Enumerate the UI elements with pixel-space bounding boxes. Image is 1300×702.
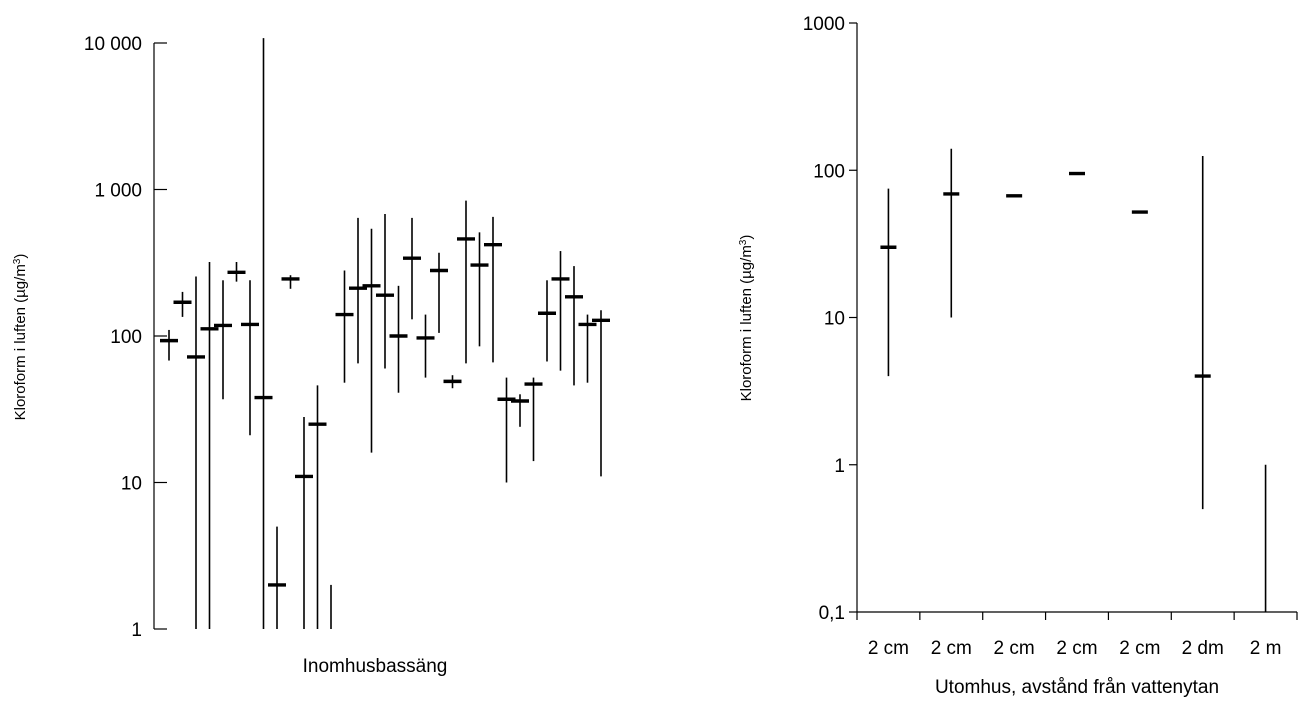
left-y-tick-label: 1 000 [94, 181, 142, 202]
right-y-tick-label: 1 [834, 456, 845, 477]
left-y-tick-label: 10 000 [84, 34, 142, 55]
right-x-tick-label: 2 cm [931, 638, 972, 659]
left-y-axis-label: Kloroform i luften (µg/m3) [12, 254, 30, 421]
left-y-tick-label: 1 [131, 620, 142, 641]
right-chart-outdoor-distance: 0,1 1 10 100 1000 2 cm 2 cm 2 cm 2 cm 2 cm 2 dm 2 m… [738, 14, 1298, 698]
right-y-tick-label: 10 [824, 309, 845, 330]
right-y-axis-label: Kloroform i luften (µg/m3) [738, 235, 756, 402]
right-y-tick-label: 0,1 [819, 603, 845, 624]
right-x-tick-label: 2 cm [868, 638, 909, 659]
left-y-axis-label-superscript: 3 [12, 258, 23, 264]
right-x-tick-label: 2 cm [1056, 638, 1097, 659]
left-chart-indoor-pools: 1 10 100 1 000 10 000 Inomhusbassäng Klorofo… [12, 34, 610, 677]
right-x-tick-label: 2 m [1250, 638, 1282, 659]
left-x-axis-label: Inomhusbassäng [303, 656, 448, 677]
left-plot-area: 1 10 100 1 000 10 000 [84, 34, 610, 641]
right-y-tick-label: 1000 [803, 14, 845, 35]
right-x-tick-label: 2 dm [1182, 638, 1224, 659]
right-x-axis-label: Utomhus, avstånd från vattenytan [935, 677, 1219, 698]
right-plot-area: 0,1 1 10 100 1000 2 cm 2 cm 2 cm 2 cm 2 cm 2 dm 2 m [803, 14, 1298, 659]
right-x-tick-label: 2 cm [994, 638, 1035, 659]
right-y-tick-label: 100 [813, 161, 845, 182]
left-y-tick-label: 100 [110, 327, 142, 348]
right-y-axis-label-superscript: 3 [738, 239, 749, 245]
right-x-tick-label: 2 cm [1119, 638, 1160, 659]
left-y-tick-label: 10 [121, 474, 142, 495]
